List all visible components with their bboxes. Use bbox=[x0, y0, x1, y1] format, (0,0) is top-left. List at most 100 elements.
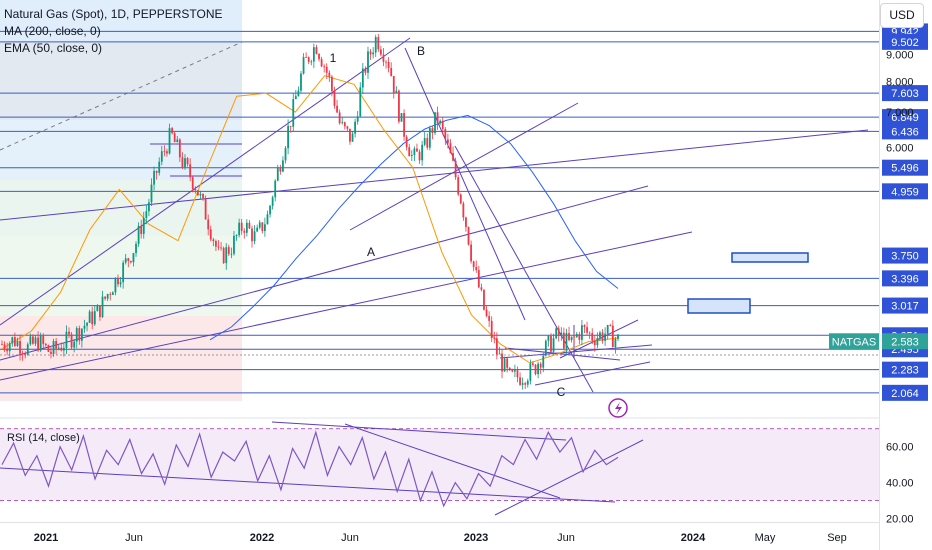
candle-body bbox=[297, 90, 300, 97]
price-tag-label: 6.436 bbox=[891, 126, 919, 138]
horizontal-levels[interactable] bbox=[0, 30, 879, 394]
candle-body bbox=[377, 37, 380, 50]
candle-body bbox=[343, 122, 346, 127]
candle-body bbox=[284, 148, 287, 161]
ma-legend[interactable]: MA (200, close, 0) bbox=[4, 24, 101, 38]
candle-body bbox=[145, 211, 148, 219]
candle-body bbox=[480, 287, 483, 290]
candle-body bbox=[245, 222, 248, 233]
candle-body bbox=[225, 247, 228, 264]
candle-body bbox=[421, 144, 424, 161]
candle-body bbox=[434, 112, 436, 133]
candle-body bbox=[220, 247, 222, 249]
candle-body bbox=[593, 340, 596, 346]
candle-body bbox=[614, 338, 617, 348]
candle-body bbox=[52, 341, 55, 354]
price-tag bbox=[882, 361, 928, 378]
candle-body bbox=[534, 364, 537, 375]
candle-body bbox=[274, 180, 277, 198]
price-tag-label: 2.064 bbox=[891, 388, 919, 400]
price-tag bbox=[882, 109, 928, 126]
trendline bbox=[504, 347, 621, 361]
candle-body bbox=[557, 328, 560, 336]
candle-body bbox=[599, 332, 601, 338]
candle-body bbox=[467, 227, 470, 245]
axis-tick-labels: 9.000 8.000 7.000 6.000 60.00 40.00 20.00 2021 J… bbox=[34, 49, 914, 544]
candle-body bbox=[470, 244, 472, 262]
candle-body bbox=[382, 54, 385, 62]
candle-body bbox=[372, 52, 375, 55]
candle-body bbox=[441, 120, 444, 130]
trendline bbox=[271, 421, 567, 441]
candle-body bbox=[359, 87, 362, 117]
candle-body bbox=[524, 383, 527, 385]
candle-body bbox=[155, 170, 158, 173]
candle-body bbox=[119, 282, 122, 285]
fib-zones[interactable] bbox=[0, 0, 243, 401]
price-tag bbox=[882, 270, 928, 287]
candle-body bbox=[96, 305, 99, 312]
candle-body bbox=[287, 125, 289, 149]
candle-body bbox=[390, 67, 393, 76]
candle-body bbox=[596, 337, 599, 346]
price-tag bbox=[882, 85, 928, 102]
candle-body bbox=[354, 121, 357, 134]
ema-legend[interactable]: EMA (50, close, 0) bbox=[4, 41, 103, 55]
candle-body bbox=[42, 335, 45, 344]
candle-body bbox=[294, 96, 297, 100]
candle-body bbox=[508, 367, 511, 370]
candle-body bbox=[243, 230, 246, 233]
x-tick-label: 2022 bbox=[250, 532, 274, 544]
x-tick-label: 2023 bbox=[464, 532, 488, 544]
candle-body bbox=[428, 128, 431, 148]
candle-body bbox=[207, 219, 210, 230]
price-tag bbox=[882, 159, 928, 176]
trendline bbox=[0, 467, 616, 503]
candle-body bbox=[16, 341, 19, 346]
currency-button[interactable]: USD bbox=[880, 3, 924, 28]
candle-body bbox=[106, 294, 109, 299]
candle-body bbox=[483, 289, 485, 310]
candle-body bbox=[498, 353, 501, 355]
candle-body bbox=[80, 328, 83, 341]
candle-body bbox=[346, 126, 349, 129]
candle-body bbox=[361, 68, 364, 88]
price-axis-labels[interactable]: 9.9429.5027.6036.8496.4365.4964.9593.750… bbox=[829, 23, 928, 401]
candle-body bbox=[6, 348, 9, 352]
candle-body bbox=[521, 383, 524, 385]
x-tick-label: Jun bbox=[557, 532, 575, 544]
trendline bbox=[344, 423, 561, 499]
rsi-tick-label: 40.00 bbox=[886, 478, 914, 490]
wave-label: C bbox=[557, 385, 566, 399]
candle-body bbox=[109, 294, 112, 295]
lightning-icon[interactable] bbox=[608, 398, 628, 418]
candle-body bbox=[400, 113, 403, 122]
candle-body bbox=[132, 253, 135, 263]
candle-body bbox=[148, 202, 150, 212]
candle-body bbox=[318, 53, 320, 60]
candle-body bbox=[452, 153, 454, 161]
candle-body bbox=[416, 148, 418, 152]
candle-body bbox=[477, 270, 480, 288]
candle-body bbox=[178, 139, 181, 158]
candle-body bbox=[209, 229, 212, 240]
candle-body bbox=[410, 155, 413, 157]
candle-body bbox=[305, 57, 308, 58]
candle-body bbox=[196, 190, 199, 196]
trendline bbox=[454, 145, 594, 393]
candle-body bbox=[300, 73, 302, 91]
symbol-title[interactable]: Natural Gas (Spot), 1D, PEPPERSTONE bbox=[4, 7, 223, 21]
candle-body bbox=[338, 112, 341, 124]
candle-body bbox=[403, 113, 405, 137]
candle-body bbox=[104, 296, 106, 299]
trendlines[interactable] bbox=[0, 37, 879, 516]
rsi-lines: RSI (14, close) bbox=[1, 430, 619, 508]
candle-body bbox=[248, 222, 251, 229]
rsi-band bbox=[0, 428, 879, 501]
candle-body bbox=[271, 197, 274, 206]
candle-body bbox=[586, 327, 588, 333]
candle-body bbox=[408, 147, 411, 157]
candle-body bbox=[83, 325, 86, 329]
candle-body bbox=[11, 337, 14, 344]
